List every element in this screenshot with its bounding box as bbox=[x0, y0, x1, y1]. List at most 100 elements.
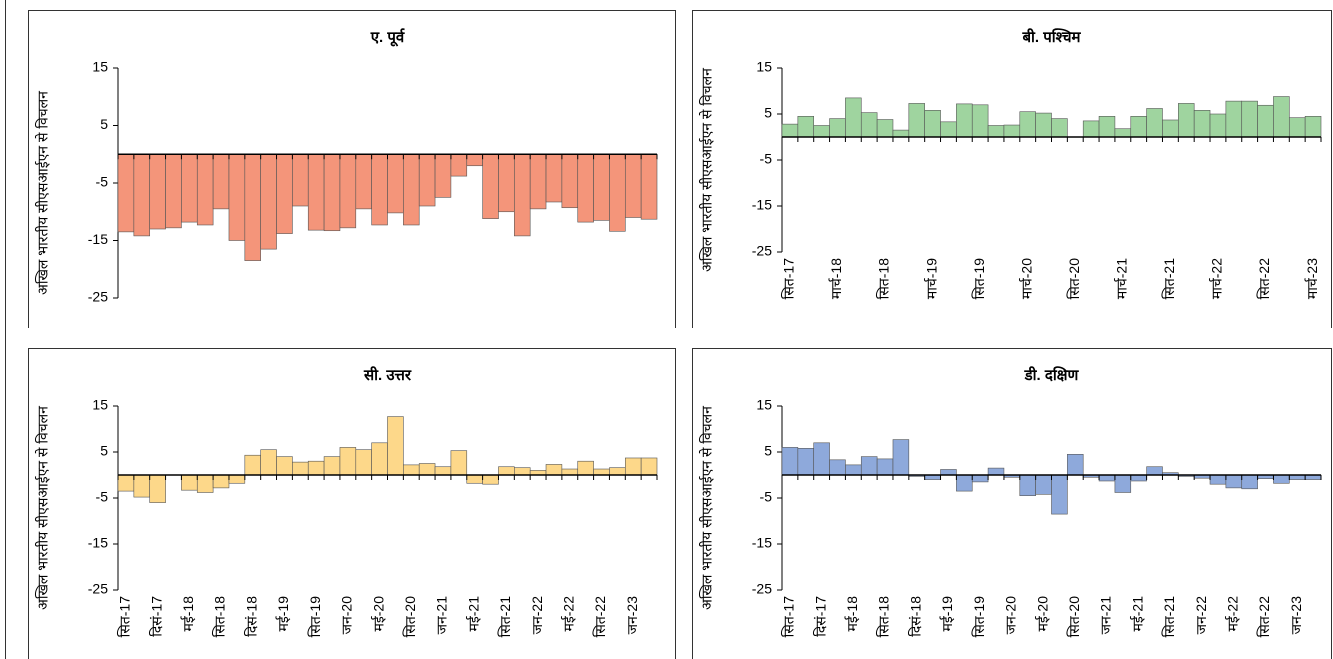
y-tick-label: 5 bbox=[100, 116, 108, 132]
bar bbox=[149, 153, 166, 230]
bar bbox=[1114, 128, 1132, 138]
y-tick-label: -5 bbox=[760, 151, 773, 167]
bar bbox=[1130, 116, 1147, 138]
x-tick-label: सित-19 bbox=[971, 258, 987, 300]
bar bbox=[1241, 100, 1258, 138]
bar bbox=[1035, 112, 1052, 138]
bar bbox=[829, 459, 846, 476]
bar bbox=[1193, 110, 1211, 138]
bar bbox=[292, 461, 309, 476]
bar bbox=[876, 119, 894, 138]
bar bbox=[212, 153, 230, 210]
bar bbox=[450, 153, 468, 177]
x-tick-label: सित-22 bbox=[1256, 596, 1272, 638]
bar bbox=[593, 153, 610, 221]
bar bbox=[860, 456, 878, 476]
bar bbox=[339, 447, 357, 476]
y-tick-label: 15 bbox=[756, 397, 772, 413]
chart-title: ए. पूर्व bbox=[370, 28, 405, 47]
bar bbox=[181, 153, 198, 223]
bar bbox=[244, 454, 261, 476]
bar bbox=[892, 439, 910, 476]
x-tick-label: जन-23 bbox=[1288, 596, 1304, 635]
bar bbox=[276, 456, 293, 476]
x-tick-label: सित-18 bbox=[876, 258, 892, 300]
bar bbox=[609, 153, 626, 232]
chart-panel: बी. पश्चिम अखिल भारतीय सीएसआईएन से विचलन -… bbox=[692, 10, 1332, 328]
bar bbox=[797, 448, 815, 476]
panel-border bbox=[28, 348, 676, 659]
bar bbox=[212, 474, 230, 489]
bar bbox=[577, 460, 594, 476]
bar bbox=[260, 153, 277, 250]
x-tick-label: जन-23 bbox=[624, 596, 640, 635]
bar bbox=[260, 449, 277, 476]
x-tick-label: मार्च-22 bbox=[1209, 258, 1225, 299]
y-axis-label: अखिल भारतीय सीएसआईएन से विचलन bbox=[35, 91, 51, 295]
bar bbox=[434, 153, 452, 198]
bar bbox=[339, 153, 357, 229]
bar bbox=[1162, 119, 1179, 138]
x-tick-label: सित-18 bbox=[212, 596, 228, 638]
y-tick-label: 15 bbox=[92, 397, 108, 413]
bar bbox=[1304, 116, 1322, 138]
bar bbox=[956, 474, 973, 492]
bar bbox=[165, 153, 182, 229]
bar bbox=[813, 125, 830, 138]
bar bbox=[371, 442, 388, 476]
y-tick-label: -25 bbox=[752, 581, 772, 597]
y-tick-label: -15 bbox=[88, 535, 108, 551]
bar bbox=[1288, 117, 1306, 138]
bar bbox=[403, 464, 420, 476]
bar bbox=[514, 153, 531, 237]
y-tick-label: 5 bbox=[764, 105, 772, 121]
chart-title: सी. उत्तर bbox=[363, 366, 412, 384]
y-tick-label: 15 bbox=[92, 59, 108, 75]
bar bbox=[355, 153, 372, 210]
bar bbox=[466, 153, 483, 167]
bar bbox=[1051, 118, 1068, 138]
y-tick-label: -25 bbox=[88, 289, 108, 305]
x-tick-label: मई-20 bbox=[370, 596, 386, 632]
bar bbox=[418, 463, 436, 476]
x-tick-label: मई-22 bbox=[561, 596, 577, 632]
y-axis-label: अखिल भारतीय सीएसआईएन से विचलन bbox=[35, 406, 51, 610]
bar bbox=[387, 416, 404, 476]
panel-border bbox=[28, 10, 676, 328]
bar bbox=[514, 467, 531, 476]
y-tick-label: 5 bbox=[100, 443, 108, 459]
bar bbox=[307, 460, 325, 476]
chart-title: बी. पश्चिम bbox=[1021, 28, 1081, 46]
bar bbox=[1035, 474, 1052, 495]
bar bbox=[276, 153, 293, 234]
bar bbox=[1067, 454, 1084, 476]
bar bbox=[577, 153, 594, 223]
x-tick-label: मई-18 bbox=[844, 596, 860, 632]
bar bbox=[387, 153, 404, 214]
bar bbox=[940, 121, 957, 138]
bar bbox=[228, 153, 246, 241]
x-tick-label: सित-20 bbox=[1066, 596, 1082, 638]
bar bbox=[498, 466, 515, 476]
bar bbox=[1098, 116, 1116, 138]
bar bbox=[323, 153, 341, 232]
panel-border bbox=[692, 348, 1332, 659]
y-tick-label: -15 bbox=[752, 535, 772, 551]
bar bbox=[1209, 113, 1227, 138]
x-tick-label: जन-21 bbox=[434, 596, 450, 635]
panel-border bbox=[692, 10, 1332, 328]
bar bbox=[292, 153, 309, 207]
bar bbox=[813, 442, 830, 476]
bar bbox=[133, 474, 151, 498]
y-tick-label: -15 bbox=[88, 231, 108, 247]
bar bbox=[876, 458, 894, 476]
bar bbox=[1273, 474, 1290, 484]
bar bbox=[561, 153, 579, 209]
chart-panel: ए. पूर्व अखिल भारतीय सीएसआईएन से विचलन -25… bbox=[28, 10, 676, 328]
x-tick-label: मई-18 bbox=[180, 596, 196, 632]
y-tick-label: -5 bbox=[96, 489, 109, 505]
bar bbox=[403, 153, 420, 226]
bar bbox=[244, 153, 261, 261]
bar bbox=[1225, 100, 1243, 138]
bar bbox=[940, 469, 957, 476]
